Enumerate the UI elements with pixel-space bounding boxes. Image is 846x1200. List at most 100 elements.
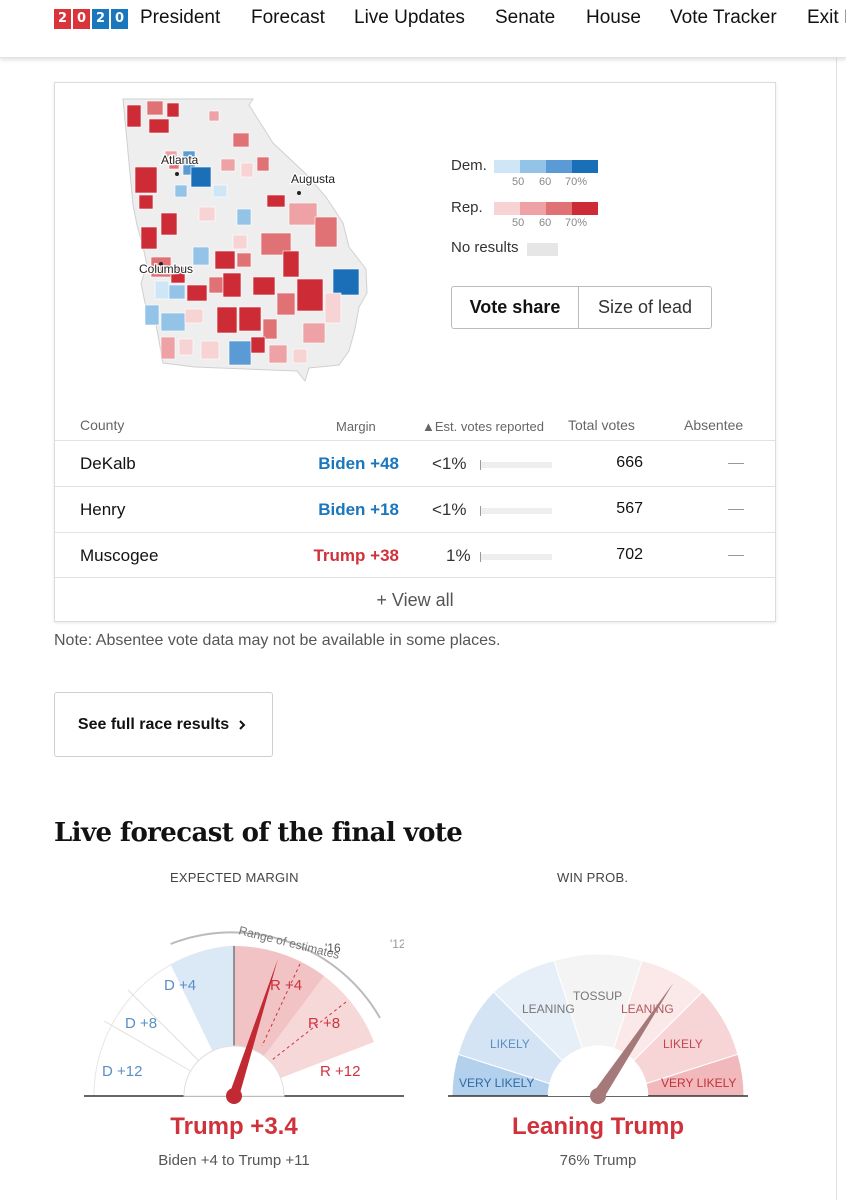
reported-progress-bar xyxy=(480,460,552,470)
columbus-dot xyxy=(159,262,163,266)
legend-tick: 50 xyxy=(512,176,525,188)
win-prob-label: WIN PROB. xyxy=(557,870,629,885)
logo-digit: 2 xyxy=(54,9,71,29)
gauge-label-r4: R +4 xyxy=(270,977,302,994)
legend-tick: 50 xyxy=(512,217,525,229)
absentee-dash xyxy=(728,509,744,510)
legend-dem-swatch xyxy=(572,160,598,173)
nav-item-live-updates[interactable]: Live Updates xyxy=(354,7,465,28)
gauge-label-r8: R +8 xyxy=(308,1015,340,1032)
absentee-dash xyxy=(728,463,744,464)
band-tossup: TOSSUP xyxy=(573,989,622,1003)
nav-item-senate[interactable]: Senate xyxy=(495,7,556,28)
legend-no-results-label: No results xyxy=(451,239,519,256)
nav-item-forecast[interactable]: Forecast xyxy=(251,7,325,28)
band-very-likely-dem: VERY LIKELY xyxy=(459,1076,534,1090)
col-header-reported[interactable]: ▲Est. votes reported xyxy=(422,419,544,434)
city-label-columbus: Columbus xyxy=(139,262,193,276)
nav-item-president[interactable]: President xyxy=(140,7,221,28)
top-nav: 2 0 2 0 President Forecast Live Updates … xyxy=(0,0,846,58)
county-name: Henry xyxy=(80,500,126,519)
expected-margin-gauge: Range of estimates '16 '12 D +4 D +8 D +… xyxy=(84,923,404,1104)
county-margin: Biden +48 xyxy=(318,454,399,473)
expected-margin-range: Biden +4 to Trump +11 xyxy=(158,1152,310,1169)
logo-digit: 0 xyxy=(73,9,90,29)
logo-digit: 2 xyxy=(92,9,109,29)
expected-margin-value: Trump +3.4 xyxy=(170,1113,298,1140)
legend-rep-label: Rep. xyxy=(451,199,483,216)
legend-no-results-swatch xyxy=(527,243,558,256)
legend-dem-swatch xyxy=(546,160,572,173)
win-prob-result: Leaning Trump xyxy=(511,1113,684,1140)
legend-rep-swatch xyxy=(520,202,546,215)
reported-progress-fill xyxy=(480,552,481,562)
forecast-heading: Live forecast of the final vote xyxy=(54,818,463,848)
band-likely-dem: LIKELY xyxy=(490,1037,530,1051)
atlanta-dot xyxy=(175,172,179,176)
band-leaning-rep: LEANING xyxy=(621,1002,674,1016)
band-very-likely-rep: VERY LIKELY xyxy=(661,1076,736,1090)
size-of-lead-toggle[interactable]: Size of lead xyxy=(597,297,693,317)
col-header-county[interactable]: County xyxy=(80,417,125,433)
expected-margin-label: EXPECTED MARGIN xyxy=(170,870,299,885)
view-all-button[interactable]: + View all xyxy=(55,577,775,622)
city-label-augusta: Augusta xyxy=(291,172,335,186)
votes-reported-pct: <1% xyxy=(432,500,467,519)
gauge-label-r12: R +12 xyxy=(320,1063,360,1080)
prob-needle-hub xyxy=(590,1088,606,1104)
county-name: DeKalb xyxy=(80,454,136,473)
legend-tick: 70% xyxy=(565,217,588,229)
col-header-margin[interactable]: Margin xyxy=(336,419,376,434)
county-margin: Trump +38 xyxy=(313,546,399,565)
chevron-right-icon xyxy=(239,719,246,730)
legend-dem-label: Dem. xyxy=(451,157,487,174)
georgia-county-map[interactable]: Atlanta Augusta Columbus xyxy=(121,97,371,387)
legend-tick: 70% xyxy=(565,176,588,188)
election-2020-logo[interactable]: 2 0 2 0 xyxy=(54,9,128,29)
map-mode-toggle: Vote share Size of lead xyxy=(451,286,712,329)
band-leaning-dem: LEANING xyxy=(522,1002,575,1016)
gauge-label-d4: D +4 xyxy=(164,977,196,994)
legend-tick: 60 xyxy=(539,217,552,229)
needle-hub xyxy=(226,1088,242,1104)
reported-progress-bar xyxy=(480,506,552,516)
legend-rep-swatch xyxy=(572,202,598,215)
county-name: Muscogee xyxy=(80,546,159,565)
marker-2016: '16 xyxy=(325,941,341,955)
nav-item-house[interactable]: House xyxy=(586,7,641,28)
see-full-results-label: See full race results xyxy=(77,715,230,733)
total-votes: 567 xyxy=(616,500,643,517)
nav-item-vote-tracker[interactable]: Vote Tracker xyxy=(670,7,777,28)
right-rail xyxy=(836,58,846,1200)
expected-margin-needle xyxy=(229,958,278,1098)
table-row: Henry Biden +18 <1% 567 xyxy=(55,486,775,532)
col-header-absentee[interactable]: Absentee xyxy=(684,417,744,433)
gauge-label-d12: D +12 xyxy=(102,1063,142,1080)
nav-item-exit-polls[interactable]: Exit P xyxy=(807,7,846,28)
legend-rep-swatch xyxy=(546,202,572,215)
votes-reported-pct: <1% xyxy=(432,454,467,473)
total-votes: 702 xyxy=(616,546,643,563)
reported-progress-fill xyxy=(480,506,481,516)
legend-dem-swatch xyxy=(494,160,520,173)
county-shapes xyxy=(126,100,360,366)
vote-share-toggle[interactable]: Vote share xyxy=(452,287,579,328)
gauge-label-d8: D +8 xyxy=(125,1015,157,1032)
win-prob-value: 76% Trump xyxy=(559,1152,637,1169)
absentee-dash xyxy=(728,555,744,556)
reported-progress-fill xyxy=(480,460,481,470)
county-results-card: Atlanta Augusta Columbus Dem. 50 60 70% … xyxy=(54,82,776,622)
city-label-atlanta: Atlanta xyxy=(161,153,199,167)
logo-digit: 0 xyxy=(111,9,128,29)
total-votes: 666 xyxy=(616,454,643,471)
col-header-total-votes[interactable]: Total votes xyxy=(568,417,635,433)
marker-2012: '12 xyxy=(390,937,404,951)
table-row: DeKalb Biden +48 <1% 666 xyxy=(55,440,775,486)
win-prob-needle xyxy=(593,982,674,1100)
band-likely-rep: LIKELY xyxy=(663,1037,703,1051)
absentee-note: Note: Absentee vote data may not be avai… xyxy=(54,632,501,649)
win-prob-gauge: VERY LIKELY LIKELY LEANING TOSSUP LEANIN… xyxy=(448,953,748,1104)
table-row: Muscogee Trump +38 1% 702 xyxy=(55,532,775,578)
county-margin: Biden +18 xyxy=(318,500,399,519)
see-full-results-button[interactable]: See full race results xyxy=(54,692,273,757)
